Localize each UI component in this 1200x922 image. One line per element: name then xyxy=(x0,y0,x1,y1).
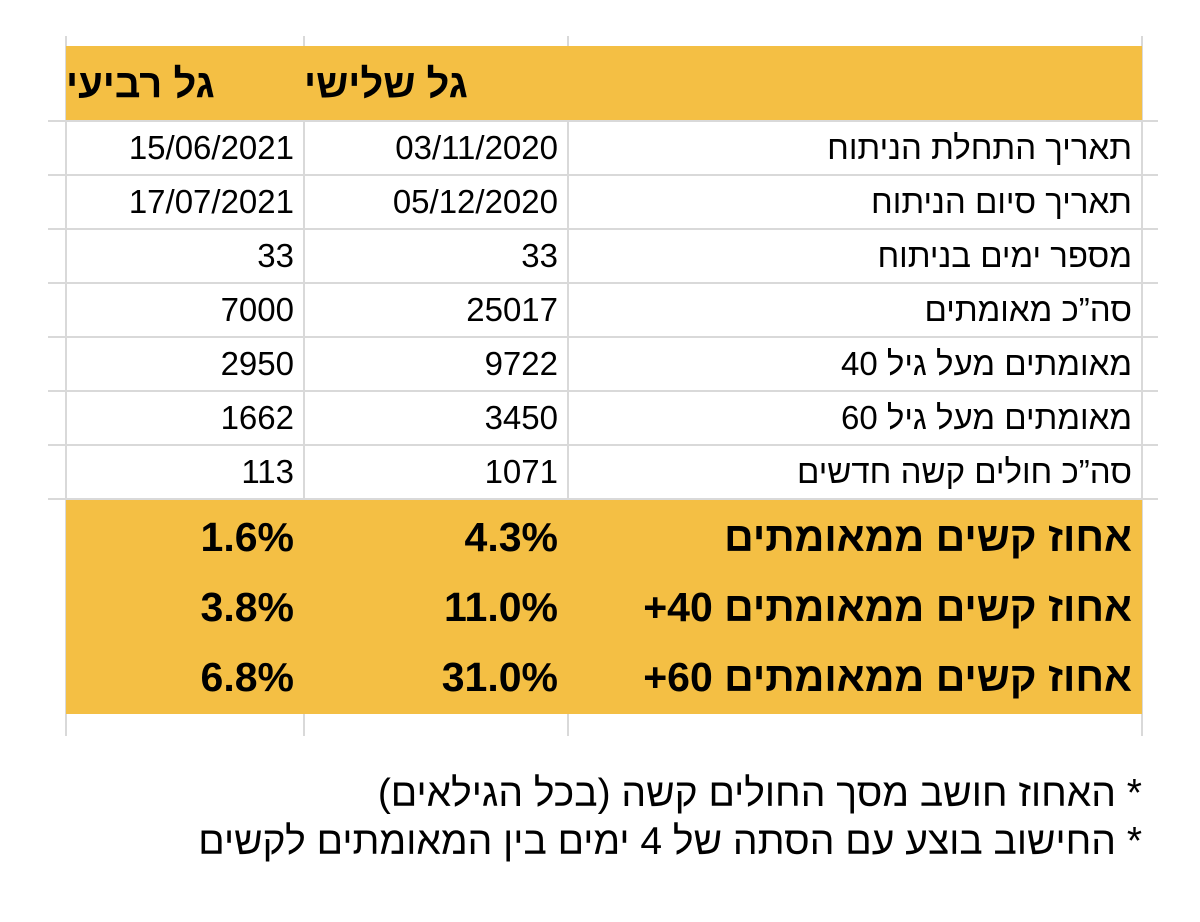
wave4-value: 15/06/2021 xyxy=(128,129,294,166)
row-label: מאומתים מעל גיל 40 xyxy=(840,345,1132,382)
percent-row: אחוז קשים ממאומתים 60+ 31.0% 6.8% xyxy=(66,642,1142,712)
header-wave4: גל רביעי xyxy=(66,61,215,106)
gridline-horizontal xyxy=(48,390,1158,392)
footnote: * החישוב בוצע עם הסתה של 4 ימים בין המאו… xyxy=(198,820,1142,863)
percent-highlight xyxy=(66,500,1142,714)
wave3-value: 03/11/2020 xyxy=(395,129,558,166)
row-label: תאריך התחלת הניתוח xyxy=(827,129,1132,166)
percent-row-label: אחוז קשים ממאומתים xyxy=(724,513,1132,560)
percent-row-label: אחוז קשים ממאומתים 60+ xyxy=(643,653,1132,700)
wave3-value: 9722 xyxy=(484,345,558,382)
header-wave3: גל שלישי xyxy=(304,61,468,106)
wave3-value: 25017 xyxy=(466,291,558,328)
wave3-value: 1071 xyxy=(484,453,558,490)
wave4-percent: 1.6% xyxy=(200,513,294,560)
gridline-horizontal xyxy=(48,444,1158,446)
gridline-horizontal xyxy=(48,228,1158,230)
table-row: מאומתים מעל גיל 40 9722 2950 xyxy=(66,338,1142,390)
wave4-percent: 6.8% xyxy=(200,653,294,700)
wave3-percent: 4.3% xyxy=(464,513,558,560)
gridline-horizontal xyxy=(48,282,1158,284)
gridline-vertical xyxy=(1141,36,1143,736)
wave4-value: 17/07/2021 xyxy=(128,183,294,220)
gridline-horizontal xyxy=(48,120,1158,122)
wave4-value: 33 xyxy=(257,237,294,274)
row-label: תאריך סיום הניתוח xyxy=(871,183,1132,220)
header-highlight xyxy=(66,46,1142,120)
row-label: סה”כ מאומתים xyxy=(924,291,1132,328)
header-label xyxy=(634,48,1142,120)
table-row: סה”כ מאומתים 25017 7000 xyxy=(66,284,1142,336)
gridline-horizontal xyxy=(48,498,1158,500)
wave3-value: 33 xyxy=(521,237,558,274)
wave3-percent: 31.0% xyxy=(441,653,558,700)
table-row: תאריך סיום הניתוח 05/12/2020 17/07/2021 xyxy=(66,176,1142,228)
gridline-vertical xyxy=(65,36,67,736)
wave3-value: 05/12/2020 xyxy=(392,183,558,220)
wave4-percent: 3.8% xyxy=(200,583,294,630)
wave3-value: 3450 xyxy=(484,399,558,436)
row-label: מאומתים מעל גיל 60 xyxy=(840,399,1132,436)
percent-row: אחוז קשים ממאומתים 40+ 11.0% 3.8% xyxy=(66,572,1142,642)
wave4-value: 7000 xyxy=(220,291,294,328)
gridline-vertical xyxy=(567,36,569,736)
footnote: * האחוז חושב מסך החולים קשה (בכל הגילאים… xyxy=(377,772,1142,815)
wave4-value: 2950 xyxy=(220,345,294,382)
table-row: תאריך התחלת הניתוח 03/11/2020 15/06/2021 xyxy=(66,122,1142,174)
table-row: מספר ימים בניתוח 33 33 xyxy=(66,230,1142,282)
gridline-horizontal xyxy=(48,336,1158,338)
row-label: סה”כ חולים קשה חדשים xyxy=(797,453,1132,490)
wave3-percent: 11.0% xyxy=(444,583,558,630)
row-label: מספר ימים בניתוח xyxy=(877,237,1132,274)
percent-row-label: אחוז קשים ממאומתים 40+ xyxy=(643,583,1132,630)
table-header-row: גל שלישי גל רביעי xyxy=(66,48,1142,120)
wave4-value: 1662 xyxy=(220,399,294,436)
percent-row: אחוז קשים ממאומתים 4.3% 1.6% xyxy=(66,502,1142,572)
gridline-horizontal xyxy=(48,174,1158,176)
gridline-vertical xyxy=(303,36,305,736)
table-row: סה”כ חולים קשה חדשים 1071 113 xyxy=(66,446,1142,498)
wave4-value: 113 xyxy=(241,453,294,490)
table-row: מאומתים מעל גיל 60 3450 1662 xyxy=(66,392,1142,444)
footnotes: * האחוז חושב מסך החולים קשה (בכל הגילאים… xyxy=(198,770,1142,866)
